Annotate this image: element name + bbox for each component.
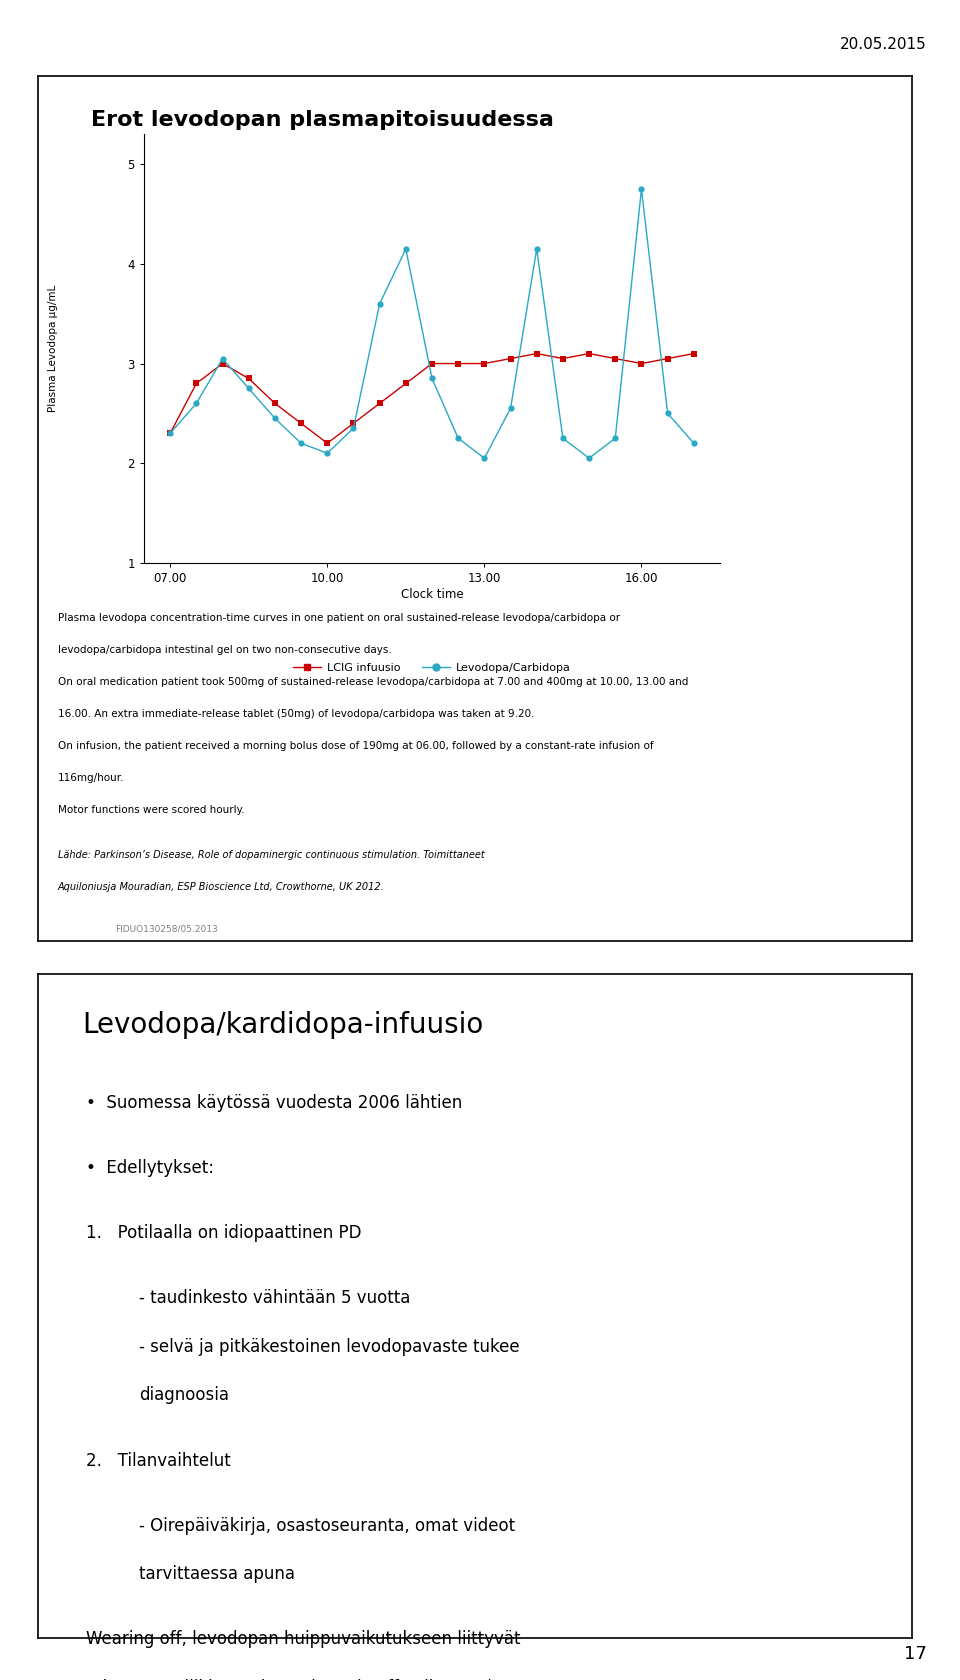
- Text: On oral medication patient took 500mg of sustained-release levodopa/carbidopa at: On oral medication patient took 500mg of…: [58, 677, 688, 687]
- Legend: LCIG infuusio, Levodopa/Carbidopa: LCIG infuusio, Levodopa/Carbidopa: [289, 659, 575, 677]
- X-axis label: Clock time: Clock time: [400, 588, 464, 601]
- Text: 116mg/hour.: 116mg/hour.: [58, 773, 124, 783]
- Text: On infusion, the patient received a morning bolus dose of 190mg at 06.00, follow: On infusion, the patient received a morn…: [58, 741, 653, 751]
- Text: 17: 17: [903, 1645, 926, 1663]
- Text: FIDUO130258/05.2013: FIDUO130258/05.2013: [115, 924, 218, 932]
- Text: Plasma levodopa concentration-time curves in one patient on oral sustained-relea: Plasma levodopa concentration-time curve…: [58, 613, 620, 623]
- Text: 16.00. An extra immediate-release tablet (50mg) of levodopa/carbidopa was taken : 16.00. An extra immediate-release tablet…: [58, 709, 534, 719]
- Text: Lähde: Parkinson’s Disease, Role of dopaminergic continuous stimulation. Toimitt: Lähde: Parkinson’s Disease, Role of dopa…: [58, 850, 485, 860]
- Text: - selvä ja pitkäkestoinen levodopavaste tukee: - selvä ja pitkäkestoinen levodopavaste …: [139, 1337, 519, 1356]
- Text: Wearing off, levodopan huippuvaikutukseen liittyvät: Wearing off, levodopan huippuvaikutuksee…: [86, 1630, 521, 1648]
- Text: 1.   Potilaalla on idiopaattinen PD: 1. Potilaalla on idiopaattinen PD: [86, 1225, 362, 1242]
- Text: - taudinkesto vähintään 5 vuotta: - taudinkesto vähintään 5 vuotta: [139, 1289, 410, 1307]
- Text: tarvittaessa apuna: tarvittaessa apuna: [139, 1566, 295, 1583]
- Text: 20.05.2015: 20.05.2015: [840, 37, 926, 52]
- Text: Levodopa/kardidopa-infuusio: Levodopa/kardidopa-infuusio: [83, 1011, 483, 1038]
- Text: 2.   Tilanvaihtelut: 2. Tilanvaihtelut: [86, 1452, 231, 1470]
- Text: Plasma Levodopa μg/mL: Plasma Levodopa μg/mL: [48, 286, 58, 412]
- Text: Motor functions were scored hourly.: Motor functions were scored hourly.: [58, 805, 244, 815]
- Text: Erot levodopan plasmapitoisuudessa: Erot levodopan plasmapitoisuudessa: [91, 111, 554, 131]
- Text: •  Suomessa käytössä vuodesta 2006 lähtien: • Suomessa käytössä vuodesta 2006 lähtie…: [86, 1094, 463, 1112]
- Text: levodopa/carbidopa intestinal gel on two non-consecutive days.: levodopa/carbidopa intestinal gel on two…: [58, 645, 392, 655]
- Text: •  Edellytykset:: • Edellytykset:: [86, 1159, 214, 1178]
- Text: - Oirepäiväkirja, osastoseuranta, omat videot: - Oirepäiväkirja, osastoseuranta, omat v…: [139, 1517, 515, 1534]
- Text: diagnoosia: diagnoosia: [139, 1386, 228, 1404]
- Text: Aquiloniusja Mouradian, ESP Bioscience Ltd, Crowthorne, UK 2012.: Aquiloniusja Mouradian, ESP Bioscience L…: [58, 882, 384, 892]
